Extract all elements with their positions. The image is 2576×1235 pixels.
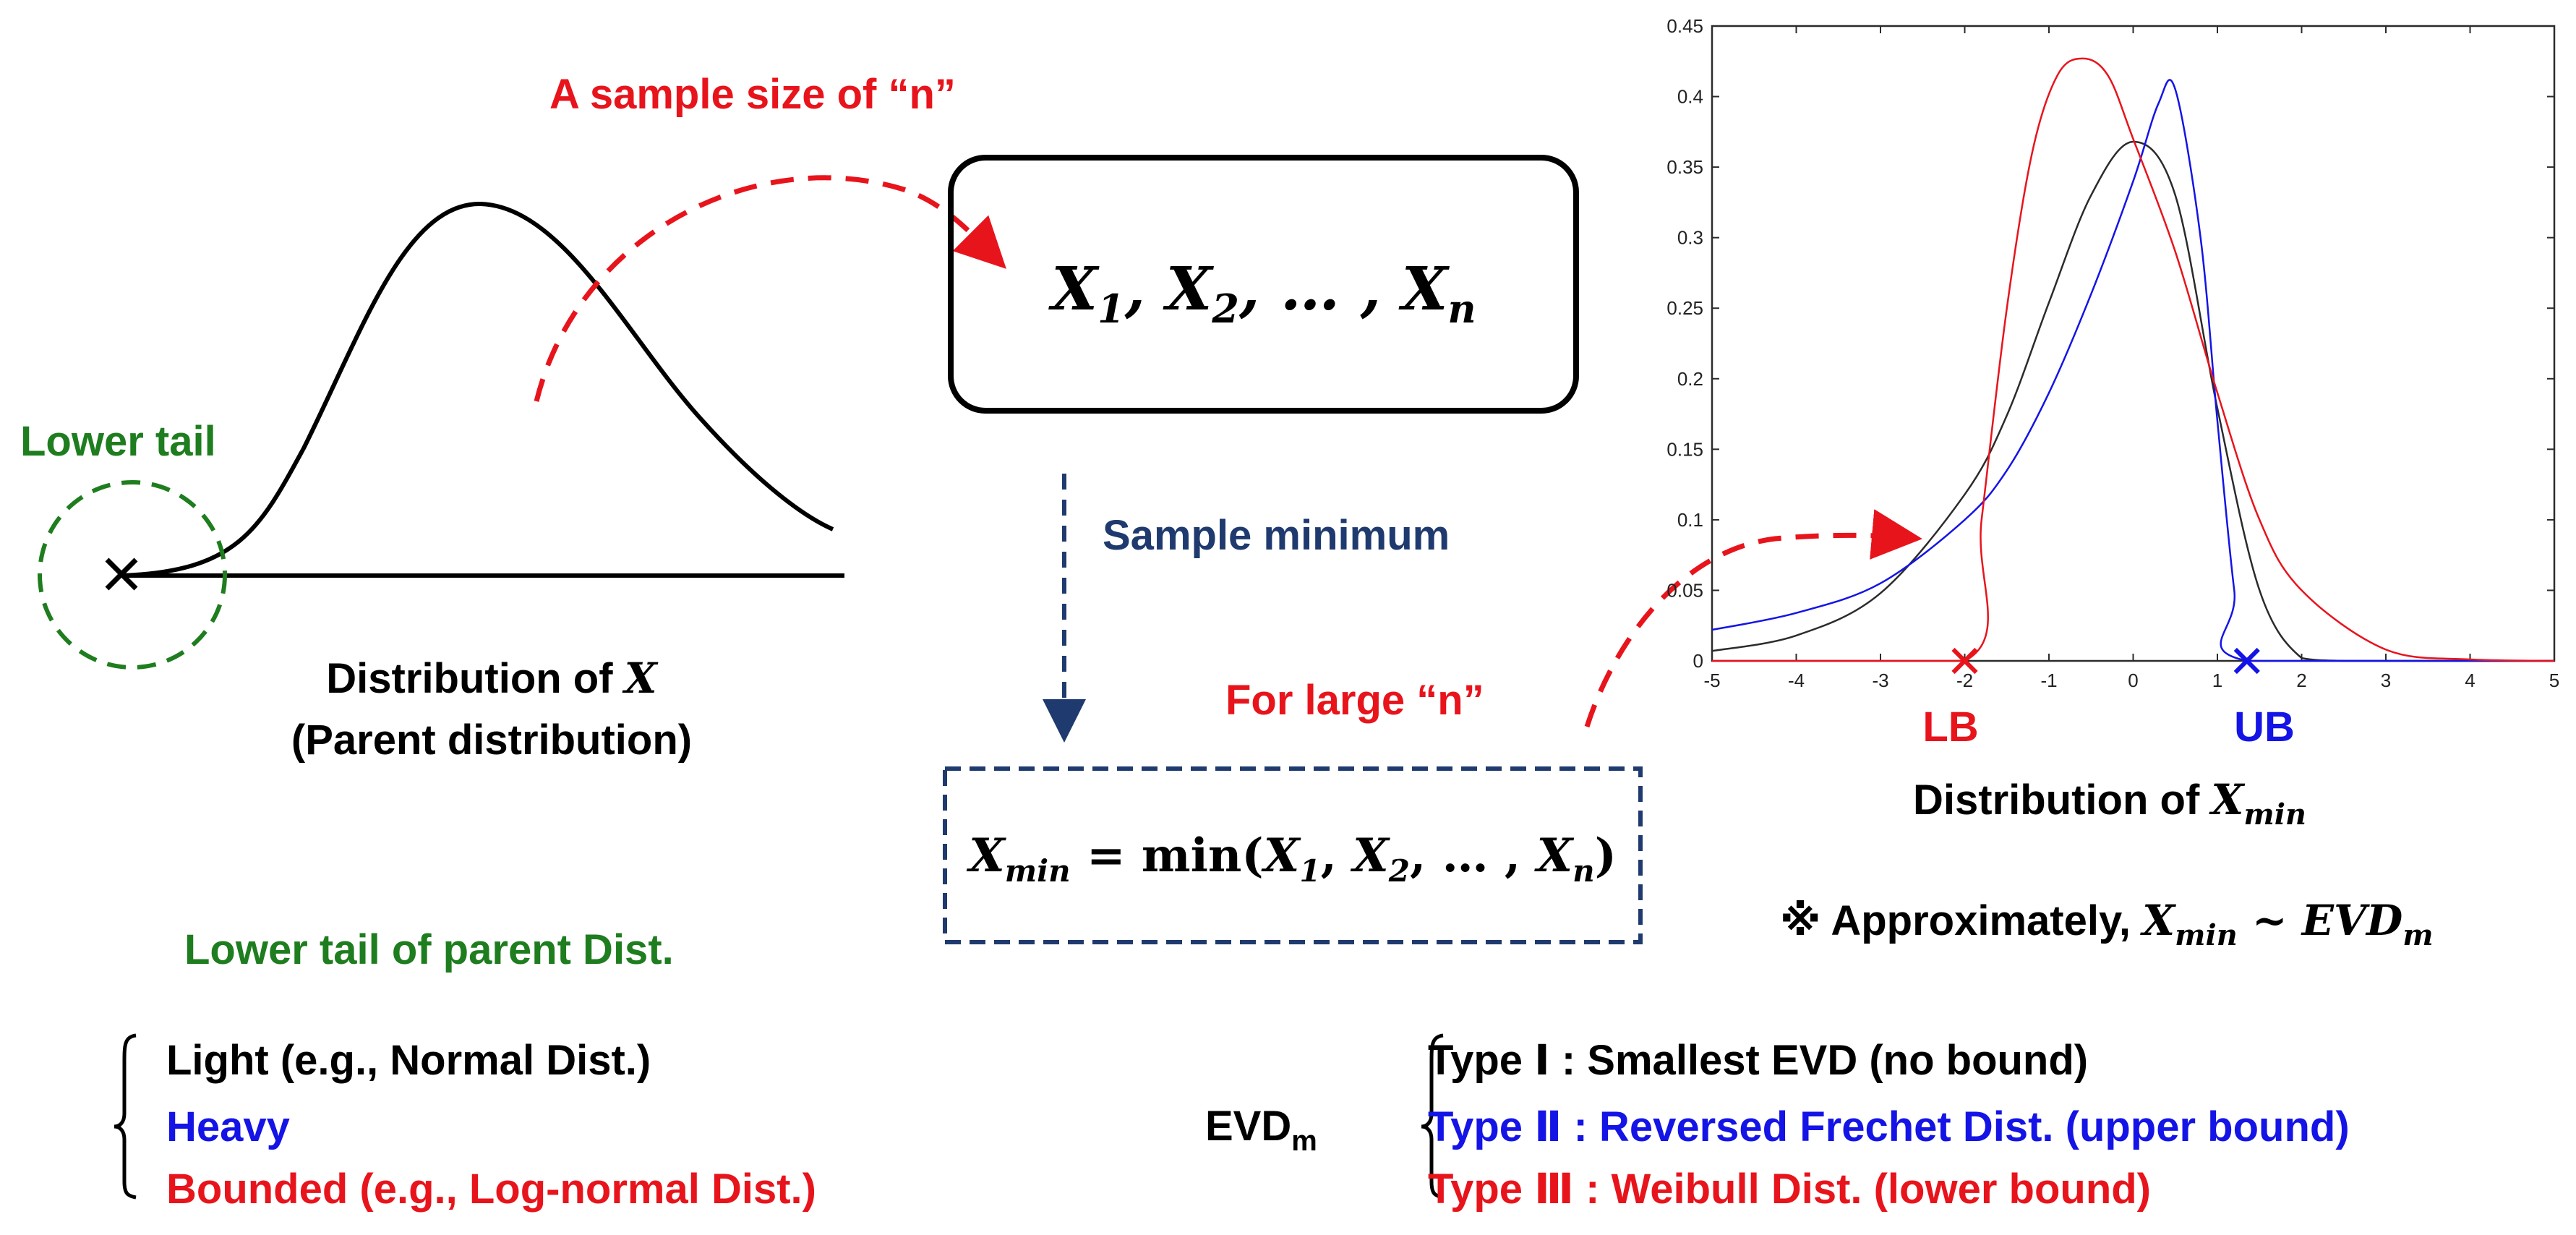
y-tick-label: 0.25	[1666, 297, 1703, 319]
chart-frame	[1711, 25, 2556, 662]
min-formula: Xmin = min(X1, X2, … , Xn)	[966, 829, 1617, 889]
sample-minimum-label: Sample minimum	[1103, 512, 1450, 559]
x-tick-label: -1	[2040, 670, 2057, 691]
large-n-label: For large “n”	[1225, 677, 1484, 724]
y-tick-label: 0.3	[1677, 227, 1703, 249]
y-tick-label: 0.35	[1666, 156, 1703, 178]
parent-dist-subtitle: (Parent distribution)	[291, 717, 692, 764]
large-n-arrow	[1584, 509, 1922, 728]
x-tick-label: -4	[1788, 670, 1805, 691]
evd-label: EVDm	[1205, 1103, 1317, 1157]
series-line-2	[1711, 79, 2554, 662]
lower-tail-label: Lower tail	[20, 418, 216, 465]
approx-statement: ※ Approximately, Xmin ~ EVDm	[1780, 896, 2434, 952]
lower-tail-type-light: Light (e.g., Normal Dist.)	[166, 1037, 651, 1084]
ub-x-marker	[2233, 647, 2260, 675]
x-tick-label: 2	[2296, 670, 2306, 691]
parent-dist-label: Distribution of X	[326, 654, 658, 703]
y-tick-label: 0.05	[1666, 579, 1703, 601]
result-dist-label: Distribution of Xmin	[1913, 775, 2306, 832]
sampling-flow: A sample size of “n” X1, X2, … , Xn Samp…	[534, 71, 1922, 944]
parent-distribution: Lower tail Distribution of X (Parent dis…	[20, 201, 844, 764]
evd-type-2: Type Ⅱ : Reversed Frechet Dist. (upper b…	[1428, 1103, 2350, 1150]
ub-label: UB	[2234, 704, 2295, 751]
y-tick-label: 0.1	[1677, 509, 1703, 531]
lower-tail-x-marker	[105, 557, 138, 591]
chart-markers	[1951, 647, 2260, 675]
y-tick-label: 0.4	[1677, 86, 1703, 108]
x-tick-label: 1	[2212, 670, 2222, 691]
sample-size-arrow	[534, 175, 1006, 402]
evd-type-3: Type Ⅲ : Weibull Dist. (lower bound)	[1428, 1166, 2151, 1213]
lower-tail-types: Lower tail of parent Dist. Light (e.g., …	[114, 926, 816, 1213]
lower-tail-type-bounded: Bounded (e.g., Log-normal Dist.)	[166, 1166, 816, 1213]
x-tick-label: -5	[1703, 670, 1720, 691]
x-tick-label: 0	[2128, 670, 2138, 691]
x-tick-label: -3	[1872, 670, 1888, 691]
lb-x-marker	[1951, 647, 1978, 675]
chart-ticks: -5 -4 -3 -2 -1 0 1 2 3 4 5 0 0.05 0.1 0.15 0.2 0.25 0.3 0.…	[1666, 15, 2559, 691]
y-tick-label: 0.15	[1666, 438, 1703, 460]
x-tick-label: 4	[2465, 670, 2475, 691]
sample-size-label: A sample size of “n”	[549, 71, 956, 118]
y-tick-label: 0.45	[1666, 15, 1703, 37]
chart-series	[1711, 57, 2555, 662]
lower-tail-brace	[114, 1033, 137, 1200]
lb-label: LB	[1922, 704, 1978, 751]
x-tick-label: -2	[1956, 670, 1973, 691]
evd-types: EVDm Type Ⅰ : Smallest EVD (no bound) Ty…	[1205, 1033, 2350, 1213]
y-tick-label: 0.2	[1677, 368, 1703, 390]
evd-density-chart: -5 -4 -3 -2 -1 0 1 2 3 4 5 0 0.05 0.1 0.15 0.2 0.25 0.3 0.…	[1666, 15, 2559, 691]
sample-set: X1, X2, … , Xn	[1048, 255, 1476, 332]
series-line-1	[1711, 140, 2554, 662]
sample-set-box	[948, 155, 1579, 414]
lower-tail-circle	[38, 480, 227, 670]
y-tick-label: 0	[1693, 650, 1703, 672]
x-tick-label: 3	[2381, 670, 2391, 691]
series-line-3	[1711, 57, 2555, 662]
lower-tail-type-heavy: Heavy	[166, 1103, 290, 1150]
lower-tail-types-title: Lower tail of parent Dist.	[184, 926, 674, 973]
parent-density-curve	[122, 201, 834, 578]
x-tick-label: 5	[2549, 670, 2559, 691]
evd-type-1: Type Ⅰ : Smallest EVD (no bound)	[1428, 1037, 2088, 1084]
min-formula-box	[943, 766, 1643, 944]
evd-brace	[1421, 1033, 1444, 1200]
